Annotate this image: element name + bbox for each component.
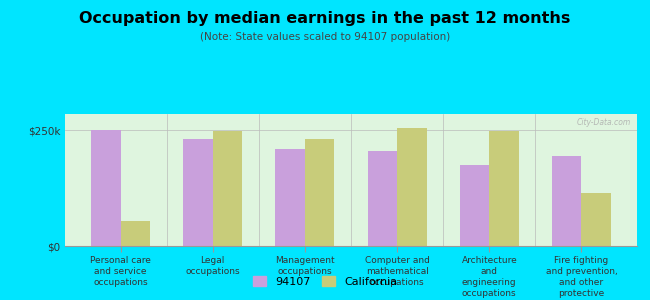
Bar <box>460 165 489 246</box>
Bar <box>276 149 305 246</box>
Legend: 94107, California: 94107, California <box>248 272 402 291</box>
Bar <box>397 128 426 246</box>
Bar <box>305 140 334 246</box>
Bar <box>582 193 611 246</box>
Bar <box>91 130 120 246</box>
Bar <box>489 131 519 246</box>
Bar <box>368 151 397 246</box>
Bar <box>213 131 242 246</box>
Bar <box>552 156 582 246</box>
Bar <box>120 220 150 246</box>
Bar <box>183 140 213 246</box>
Text: Occupation by median earnings in the past 12 months: Occupation by median earnings in the pas… <box>79 11 571 26</box>
Text: (Note: State values scaled to 94107 population): (Note: State values scaled to 94107 popu… <box>200 32 450 41</box>
Text: City-Data.com: City-Data.com <box>577 118 631 127</box>
